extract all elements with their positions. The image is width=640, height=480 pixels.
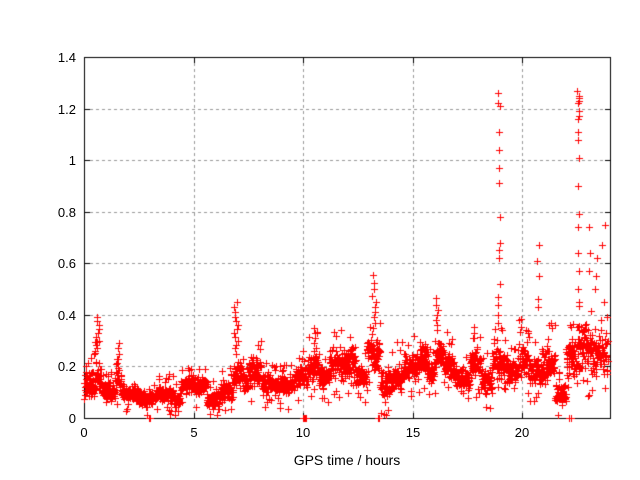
y-tick-label: 0.6 <box>57 256 76 271</box>
x-axis-label: GPS time / hours <box>293 452 401 468</box>
y-tick-label: 0.2 <box>57 359 76 374</box>
x-tick-label: 10 <box>295 425 311 440</box>
y-tick-label: 1 <box>68 153 76 168</box>
x-tick-label: 5 <box>190 425 198 440</box>
x-tick-label: 20 <box>514 425 530 440</box>
x-tick-label: 0 <box>80 425 88 440</box>
y-tick-label: 0.4 <box>57 308 76 323</box>
y-tick-label: 0.8 <box>57 205 76 220</box>
x-tick-label: 15 <box>405 425 421 440</box>
y-tick-label: 1.2 <box>57 102 76 117</box>
y-tick-label: 1.4 <box>57 50 76 65</box>
y-tick-label: 0 <box>68 411 76 426</box>
